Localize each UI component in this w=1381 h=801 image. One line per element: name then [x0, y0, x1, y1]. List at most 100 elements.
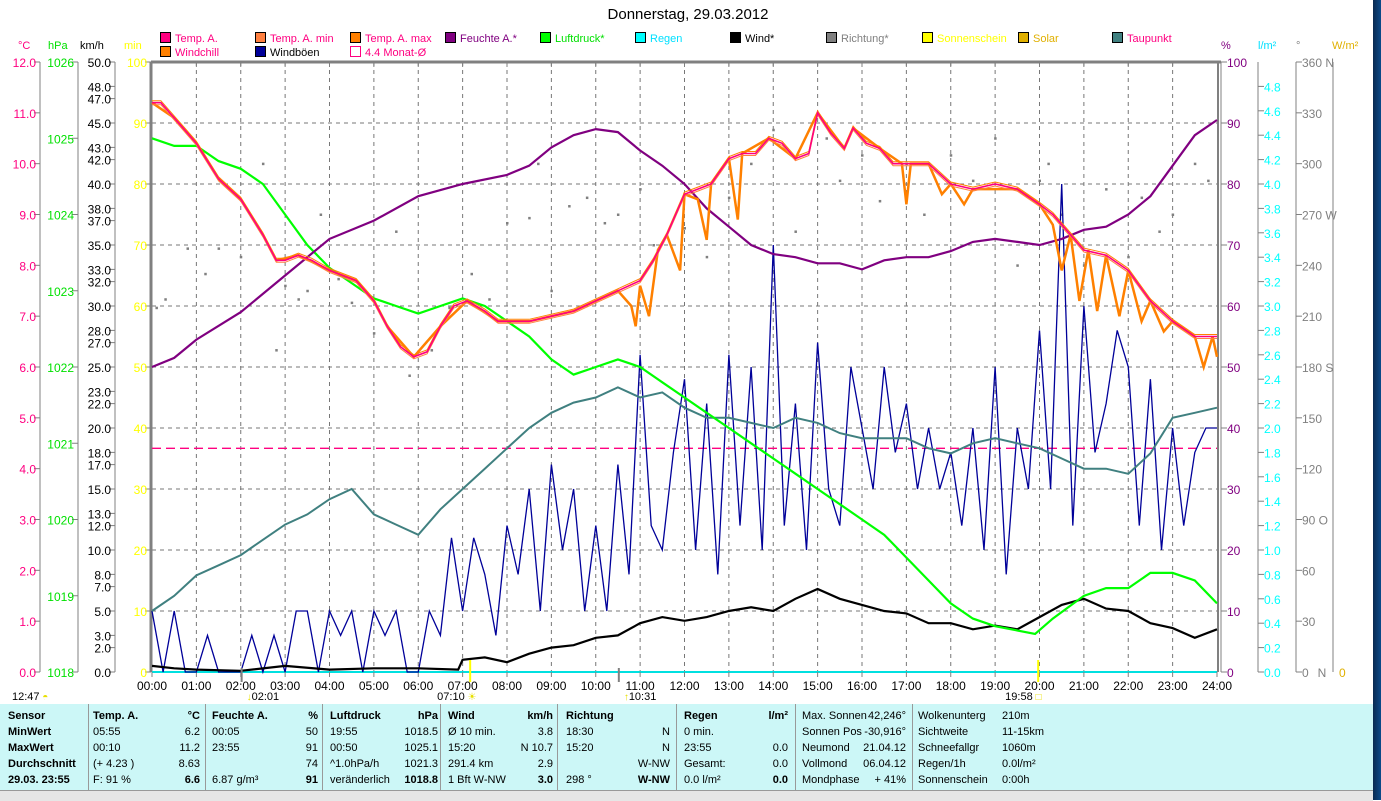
direction-tick-label: 360 N: [1302, 56, 1334, 70]
x-tick-label: 09:00: [536, 679, 566, 693]
rain-tick-label: 1.2: [1264, 520, 1281, 534]
cell-label: 19:55: [330, 726, 358, 738]
legend-label: Feuchte A.*: [460, 33, 517, 45]
legend-swatch: [730, 32, 741, 43]
legend-label: Luftdruck*: [555, 33, 605, 45]
direction-point: [861, 154, 864, 157]
wind-tick-label: 30.0: [88, 300, 112, 314]
cell-label: Gesamt:: [684, 758, 726, 770]
humidity-tick-label: 0: [1227, 666, 1234, 680]
cell-value: 6.6: [184, 774, 200, 786]
table-column: Feuchte A.% 00:05 50 23:55 91 74 6.87 g/m³ 91: [212, 708, 318, 788]
table-row: veränderlich 1018.8: [330, 772, 438, 788]
marker-time: 07:10: [437, 691, 465, 703]
cell-label: Regen: [684, 710, 718, 722]
cell-label: Ø 10 min.: [448, 726, 496, 738]
table-row: 23:55 91: [212, 740, 318, 756]
wind-tick-label: 37.0: [88, 215, 112, 229]
x-tick-label: 02:00: [226, 679, 256, 693]
table-separator: [795, 704, 796, 790]
legend-swatch: [255, 46, 266, 57]
x-tick-label: 11:00: [626, 679, 655, 693]
direction-point: [275, 349, 278, 352]
table-row: Sonnen Pos -30,916°: [802, 724, 906, 740]
table-separator: [88, 704, 89, 790]
legend-item: Wind*: [730, 32, 774, 45]
direction-point: [1171, 213, 1175, 216]
direction-point: [585, 196, 589, 200]
direction-point: [923, 213, 926, 216]
min-tick-label: 0: [140, 666, 147, 680]
pressure-tick-label: 1022: [47, 361, 74, 375]
wind-tick-label: 10.0: [88, 544, 112, 558]
cell-label: 0 min.: [684, 726, 714, 738]
cell-value: 42,246°: [867, 710, 906, 722]
pressure-tick-label: 1020: [47, 514, 74, 528]
cell-label: (+ 4.23 ): [93, 758, 135, 770]
table-row: Feuchte A.%: [212, 708, 318, 724]
moonset-icon: ↓: [246, 692, 252, 703]
legend-swatch: [922, 32, 933, 43]
direction-point: [1127, 255, 1130, 259]
cell-label: veränderlich: [330, 774, 390, 786]
table-row: 05:55 6.2: [93, 724, 200, 740]
legend-swatch: [160, 32, 171, 43]
wind-tick-label: 3.0: [94, 629, 111, 643]
wind-tick-label: 25.0: [88, 361, 112, 375]
rain-tick-label: 3.6: [1264, 227, 1281, 241]
wind-tick-label: 22.0: [88, 398, 112, 412]
cell-label: 1 Bft W-NW: [448, 774, 506, 786]
direction-point: [1060, 213, 1064, 216]
min-unit-label: min: [124, 40, 142, 52]
cell-label: MinWert: [8, 726, 52, 738]
temp-tick-label: 11.0: [14, 107, 37, 121]
cell-label: 29.03. 23:55: [8, 774, 70, 786]
min-tick-label: 70: [134, 239, 148, 253]
pressure-tick-label: 1026: [47, 56, 74, 70]
legend-label: Sonnenschein: [937, 33, 1007, 45]
min-tick-label: 30: [134, 483, 148, 497]
direction-point: [652, 244, 655, 247]
cell-label: 291.4 km: [448, 758, 494, 770]
direction-point: [683, 227, 686, 230]
direction-point: [750, 162, 753, 166]
legend-swatch: [540, 32, 551, 43]
direction-point: [164, 298, 167, 301]
cell-value: 0:00h: [1002, 774, 1030, 786]
direction-point: [217, 247, 221, 250]
cell-value: 91: [305, 774, 318, 786]
cell-label: Regen/1h: [918, 758, 966, 770]
table-row: Mondphase + 41%: [802, 772, 906, 788]
legend-label: Temp. A. min: [270, 33, 334, 45]
x-tick-label: 03:00: [270, 679, 300, 693]
dewpoint-line: [151, 386, 1218, 612]
wind-tick-label: 13.0: [88, 507, 112, 521]
rain-tick-label: 0.6: [1264, 593, 1281, 607]
cell-value: N: [662, 742, 670, 754]
direction-point: [408, 374, 411, 377]
direction-point: [239, 255, 243, 259]
cell-value: 11-15km: [1002, 726, 1044, 738]
wind-tick-label: 28.0: [88, 324, 112, 338]
table-row: 00:50 1025.1: [330, 740, 438, 756]
table-row: Wolkenunterg 210m: [918, 708, 1030, 724]
direction-point: [537, 162, 540, 166]
min-tick-label: 10: [134, 605, 148, 619]
rain-tick-label: 1.0: [1264, 544, 1281, 558]
rain-tick-label: 1.6: [1264, 471, 1281, 485]
rain-tick-label: 4.4: [1264, 129, 1281, 143]
direction-tick-label: 120: [1302, 463, 1322, 477]
cell-label: 15:20: [566, 742, 594, 754]
direction-point: [1016, 264, 1019, 267]
direction-tick-label: 150: [1302, 412, 1322, 426]
rain-tick-label: 1.8: [1264, 446, 1281, 460]
humidity-tick-label: 90: [1227, 117, 1241, 131]
table-row: 15:20 N: [566, 740, 670, 756]
table-column: Max. Sonnen 42,246° Sonnen Pos -30,916° Neum…: [802, 708, 906, 788]
cell-label: Mondphase: [802, 774, 860, 786]
rain-tick-label: 3.2: [1264, 276, 1281, 290]
table-row: 1 Bft W-NW 3.0: [448, 772, 553, 788]
cell-label: Neumond: [802, 742, 850, 754]
temp-tick-label: 9.0: [19, 209, 36, 223]
legend-swatch: [1018, 32, 1029, 43]
